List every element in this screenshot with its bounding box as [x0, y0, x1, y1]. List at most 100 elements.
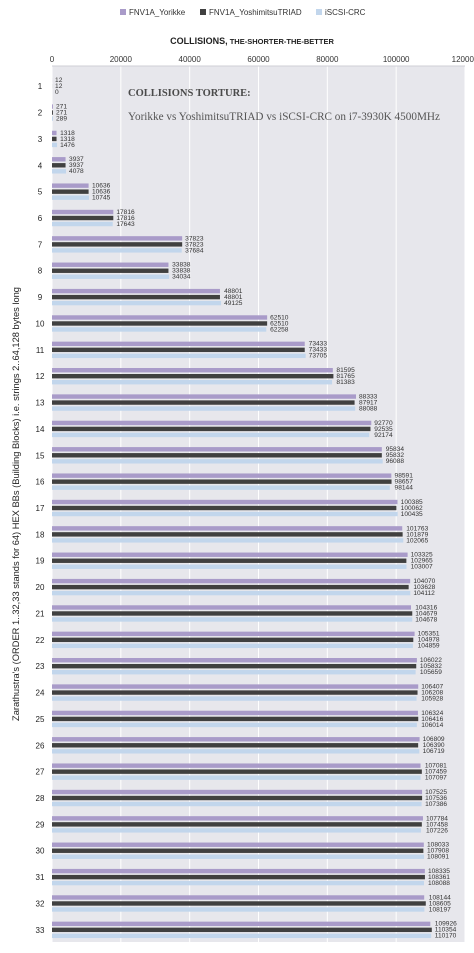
data-label-30-2: 108091	[427, 854, 449, 861]
data-label-33-2: 110170	[435, 933, 457, 940]
bar-26-0	[52, 737, 420, 741]
bar-28-1	[52, 796, 422, 800]
bar-23-1	[52, 664, 416, 668]
bar-14-2	[52, 433, 369, 437]
bar-18-2	[52, 538, 403, 542]
legend-label-1: FNV1A_YoshimitsuTRIAD	[209, 8, 302, 17]
y-category-label-1: 1	[38, 82, 43, 91]
y-category-label-24: 24	[36, 689, 45, 698]
bar-14-1	[52, 427, 370, 431]
data-label-15-2: 96088	[386, 458, 405, 465]
bar-28-2	[52, 802, 422, 806]
bar-21-2	[52, 617, 412, 621]
bar-30-2	[52, 855, 424, 859]
y-category-label-33: 33	[36, 926, 45, 935]
data-label-2-2: 289	[56, 115, 67, 122]
bar-31-0	[52, 869, 425, 873]
legend-swatch-1	[200, 9, 206, 15]
data-label-12-2: 81383	[336, 379, 355, 386]
bar-31-2	[52, 881, 424, 885]
bar-11-1	[52, 348, 305, 352]
annotation-subheading: Yorikke vs YoshimitsuTRIAD vs iSCSI-CRC …	[128, 111, 440, 123]
data-label-8-2: 34034	[172, 274, 191, 281]
bar-18-0	[52, 526, 402, 530]
bar-17-1	[52, 506, 396, 510]
x-tick-label-6: 120000	[452, 55, 474, 64]
bar-8-0	[52, 263, 168, 267]
bar-10-1	[52, 321, 267, 325]
bar-19-0	[52, 553, 408, 557]
chart-title: COLLISIONS, THE-SHORTER-THE-BETTER	[170, 36, 334, 46]
legend: FNV1A_Yorikke FNV1A_YoshimitsuTRIAD iSCSI-…	[120, 8, 366, 17]
bar-3-2	[52, 143, 57, 147]
bar-26-2	[52, 749, 419, 753]
bar-6-2	[52, 222, 113, 226]
bar-12-1	[52, 374, 333, 378]
bar-19-2	[52, 565, 407, 569]
chart-title-main: COLLISIONS,	[170, 36, 228, 46]
bar-29-0	[52, 816, 423, 820]
data-label-24-2: 105928	[421, 695, 443, 702]
y-category-label-27: 27	[36, 768, 45, 777]
data-label-3-2: 1476	[60, 142, 75, 149]
y-category-label-12: 12	[36, 372, 45, 381]
bar-23-0	[52, 658, 417, 662]
y-category-label-19: 19	[36, 557, 45, 566]
data-label-11-2: 73705	[309, 353, 328, 360]
bar-30-0	[52, 843, 424, 847]
bar-18-1	[52, 532, 403, 536]
y-category-label-31: 31	[36, 873, 45, 882]
legend-label-2: iSCSI-CRC	[325, 8, 366, 17]
y-category-label-25: 25	[36, 715, 45, 724]
bar-8-2	[52, 275, 169, 279]
y-category-label-3: 3	[38, 135, 43, 144]
data-label-18-2: 102065	[406, 537, 428, 544]
bar-9-1	[52, 295, 220, 299]
y-category-label-15: 15	[36, 451, 45, 460]
bar-14-0	[52, 421, 371, 425]
chart-title-sub: THE-SHORTER-THE-BETTER	[228, 37, 335, 46]
bar-22-0	[52, 632, 415, 636]
data-label-17-2: 100435	[401, 511, 423, 518]
bar-23-2	[52, 670, 416, 674]
bar-32-0	[52, 895, 424, 899]
bar-26-1	[52, 743, 418, 747]
legend-label-0: FNV1A_Yorikke	[129, 8, 186, 17]
bar-16-2	[52, 485, 390, 489]
y-category-label-28: 28	[36, 794, 45, 803]
data-label-4-2: 4078	[69, 168, 84, 175]
bar-20-2	[52, 591, 410, 595]
data-label-28-2: 107386	[425, 801, 447, 808]
bar-7-0	[52, 236, 182, 240]
data-label-31-2: 108088	[428, 880, 450, 887]
bar-16-0	[52, 473, 391, 477]
x-tick-label-4: 80000	[316, 55, 339, 64]
bar-33-2	[52, 934, 431, 938]
x-tick-label-2: 40000	[179, 55, 202, 64]
x-tick-label-5: 100000	[383, 55, 410, 64]
bar-2-2	[52, 116, 53, 120]
bar-25-2	[52, 723, 417, 727]
y-category-label-5: 5	[38, 188, 43, 197]
y-category-label-20: 20	[36, 583, 45, 592]
bar-24-2	[52, 696, 417, 700]
bar-5-0	[52, 183, 89, 187]
y-category-label-8: 8	[38, 267, 43, 276]
x-tick-label-1: 20000	[110, 55, 133, 64]
data-label-23-2: 105659	[420, 669, 442, 676]
data-label-32-2: 108197	[429, 906, 451, 913]
y-category-label-23: 23	[36, 662, 45, 671]
bar-27-2	[52, 775, 421, 779]
data-label-27-2: 107097	[425, 775, 447, 782]
data-label-20-2: 104112	[413, 590, 435, 597]
bar-17-2	[52, 512, 398, 516]
bar-22-1	[52, 638, 413, 642]
bar-6-1	[52, 216, 113, 220]
y-category-label-18: 18	[36, 530, 45, 539]
bar-12-0	[52, 368, 333, 372]
data-label-10-2: 62258	[270, 326, 289, 333]
y-category-label-26: 26	[36, 741, 45, 750]
bar-29-2	[52, 828, 421, 832]
